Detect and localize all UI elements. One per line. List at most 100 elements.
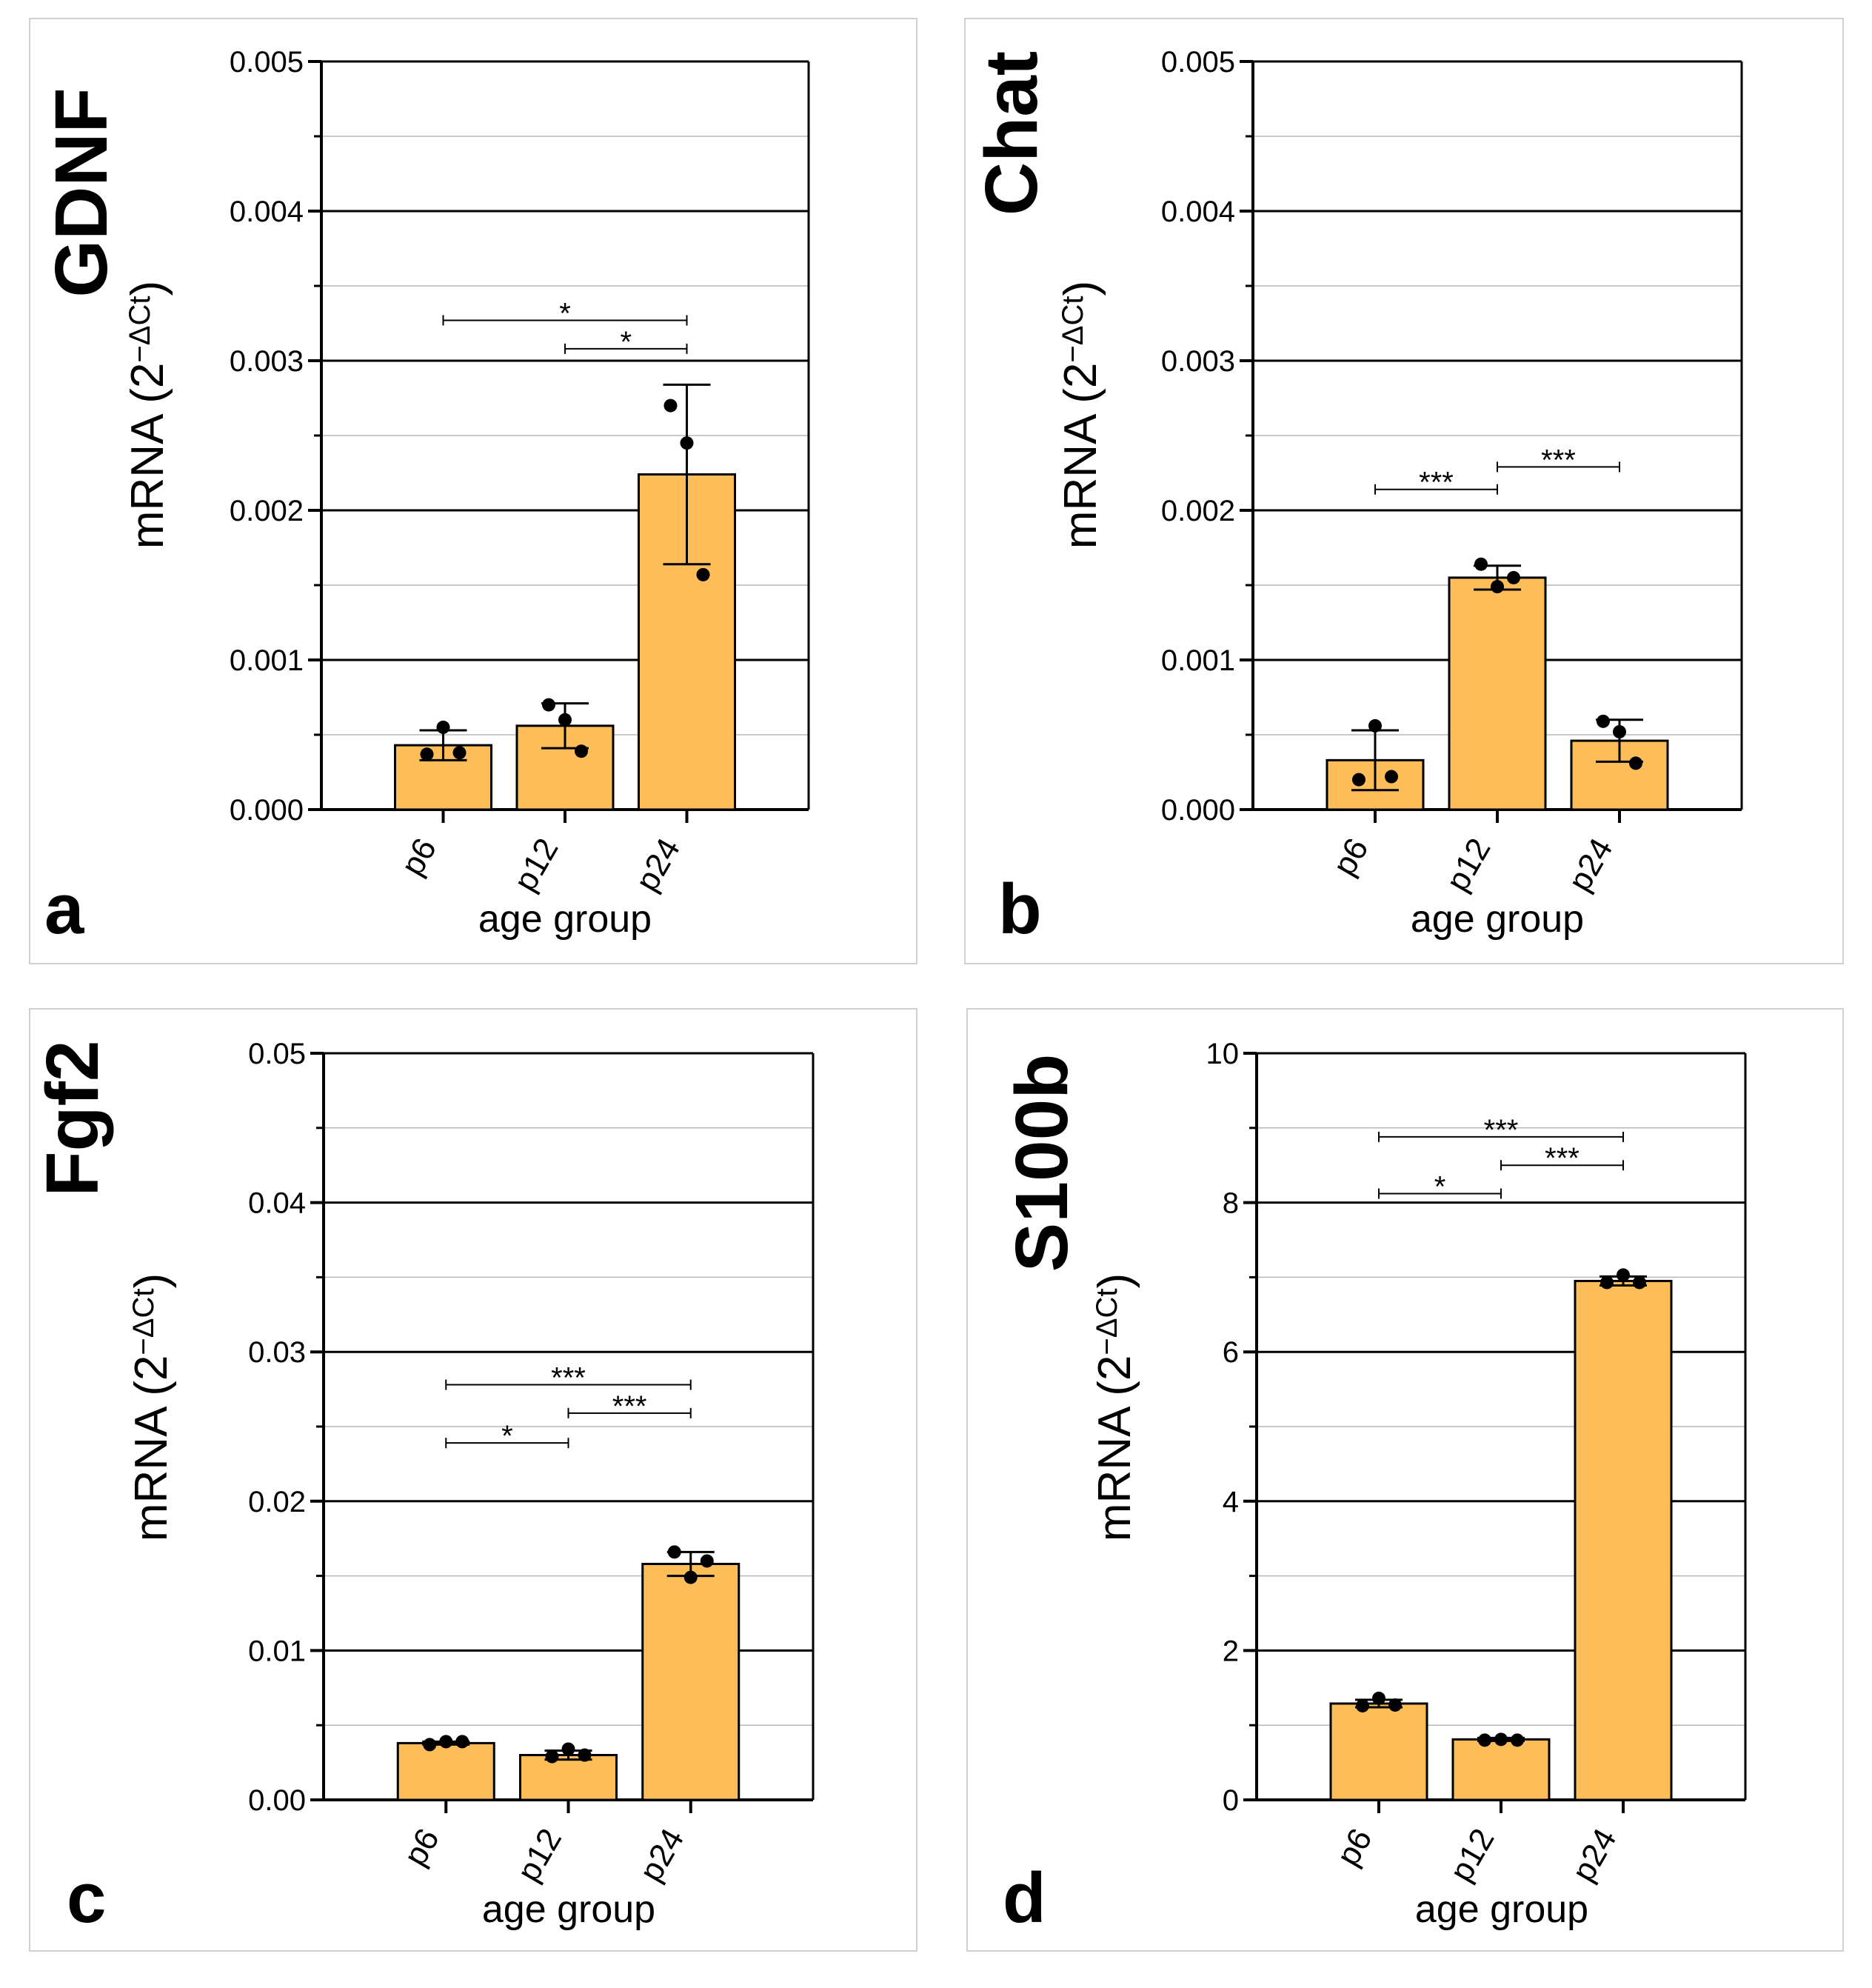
significance-label: * [559,297,571,330]
significance-label: *** [1419,467,1454,499]
data-point-p24 [663,398,678,413]
significance-label: *** [612,1390,647,1423]
panel-frame [29,18,917,964]
data-point-p6 [452,746,467,760]
x-axis-title: age group [482,1888,655,1931]
data-point-p12 [575,744,588,758]
x-tick-label-p6: p6 [1326,833,1376,882]
x-tick-label-p6: p6 [397,1823,447,1872]
x-axis-title: age group [1411,898,1584,941]
y-axis-title-sup: −ΔCt [1091,1289,1123,1355]
data-point-p12 [1474,557,1488,571]
y-tick-label: 4 [1223,1486,1239,1518]
bar-p24 [641,1562,741,1801]
y-axis-title-main: mRNA (2 [122,363,173,549]
data-point-p24 [683,1570,698,1584]
data-point-p24 [1617,1268,1630,1282]
x-tick-label-p12: p12 [507,833,566,898]
x-axis-title: age group [1415,1888,1588,1931]
y-axis-title-main: mRNA (2 [1089,1355,1140,1541]
y-tick-label: 10 [1206,1038,1240,1070]
y-tick-label: 0 [1223,1784,1239,1817]
y-axis-title-main: mRNA (2 [126,1355,177,1541]
significance-label: *** [1545,1142,1580,1175]
data-point-p24 [696,567,710,581]
data-point-p12 [1491,580,1504,594]
gene-name-label: GDNF [40,87,123,297]
data-point-p6 [1368,718,1382,733]
panel-letter: a [44,870,84,949]
y-tick-label: 8 [1223,1187,1239,1220]
data-point-p12 [545,1749,559,1764]
data-point-p6 [423,1738,437,1752]
bar-p6 [1329,1702,1428,1801]
y-tick-label: 0.000 [230,794,304,827]
data-point-p6 [1385,770,1398,784]
data-point-p12 [1511,1733,1524,1747]
data-point-p12 [1507,570,1520,584]
y-tick-label: 0.00 [248,1784,306,1817]
bar-p12 [1451,1738,1551,1801]
y-tick-label: 0.01 [248,1635,306,1667]
y-tick-label: 0.04 [248,1187,306,1220]
data-point-p24 [700,1554,714,1568]
data-point-p12 [1478,1733,1491,1747]
data-point-p12 [558,713,572,727]
y-tick-label: 0.001 [230,644,304,677]
y-axis-title: mRNA (2−ΔCt) [126,1273,177,1541]
x-tick-label-p24: p24 [1562,833,1620,898]
data-point-p12 [1494,1732,1508,1747]
chart-panel-b: 0.000 0.001 0.002 0.003 0.004 0.005 p6 p12 p24 **… [964,18,1844,964]
panel-letter: b [998,870,1042,949]
y-axis-title-close: ) [122,281,173,296]
y-tick-label: 0.05 [248,1038,306,1070]
y-tick-label: 0.005 [230,46,304,79]
y-axis-title: mRNA (2−ΔCt) [1089,1273,1140,1541]
y-tick-label: 0.002 [230,495,304,527]
x-tick-label-p24: p24 [629,833,687,898]
significance-label: * [620,326,632,358]
y-tick-label: 0.003 [1161,345,1235,378]
y-tick-label: 0.000 [1161,794,1235,827]
data-point-p24 [1597,714,1610,728]
y-tick-label: 0.005 [1161,46,1235,79]
x-tick-label-p6: p6 [1330,1823,1380,1872]
panel-frame [966,1008,1844,1952]
y-tick-label: 6 [1223,1336,1239,1369]
data-point-p24 [667,1545,681,1559]
y-tick-label: 0.004 [230,196,304,228]
y-axis-title: mRNA (2−ΔCt) [122,281,173,549]
data-point-p24 [680,436,694,450]
panel-letter: d [1003,1858,1046,1938]
x-tick-label-p12: p12 [510,1823,569,1888]
y-tick-label: 0.02 [248,1486,306,1518]
y-tick-label: 0.03 [248,1336,306,1369]
bar-p12 [519,1754,618,1801]
x-tick-label-p12: p12 [1443,1823,1502,1888]
significance-label: * [1434,1171,1446,1204]
x-tick-label-p12: p12 [1440,833,1498,898]
data-point-p6 [1352,773,1365,787]
data-point-p12 [542,698,555,712]
data-point-p24 [1629,756,1642,770]
significance-label: *** [1484,1114,1519,1147]
data-point-p6 [439,1735,453,1749]
y-axis-title-close: ) [126,1273,177,1289]
data-point-p24 [1613,724,1626,738]
y-axis-title-sup: −ΔCt [124,296,156,363]
significance-label: *** [1541,444,1576,476]
data-point-p12 [561,1742,575,1756]
y-axis-title-sup: −ΔCt [1057,296,1089,363]
data-point-p24 [1600,1275,1614,1290]
panel-frame [964,18,1844,964]
y-tick-label: 0.004 [1161,196,1235,228]
data-point-p6 [436,720,450,734]
y-axis-title-main: mRNA (2 [1055,363,1106,549]
y-axis-title-sup: −ΔCt [127,1289,160,1355]
panel-frame [29,1008,917,1952]
data-point-p12 [578,1748,592,1762]
x-axis-title: age group [478,898,652,941]
data-point-p6 [1372,1691,1385,1705]
